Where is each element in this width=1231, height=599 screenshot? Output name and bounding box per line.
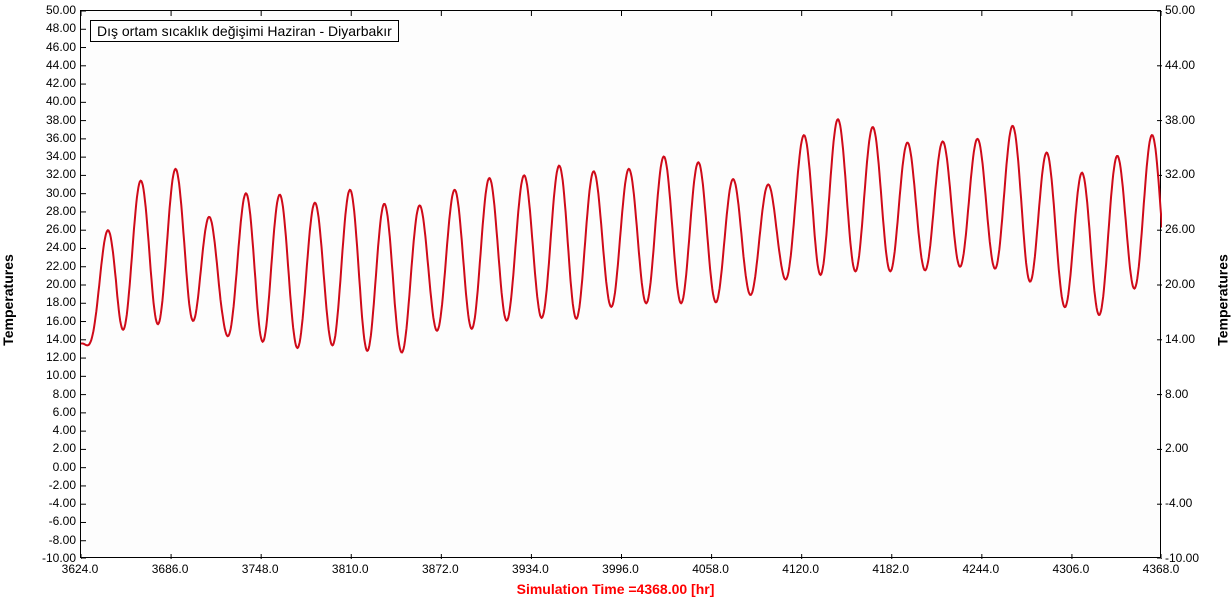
y-tick-label-left: 44.00 xyxy=(46,58,76,72)
y-axis-label-right: Temperatures xyxy=(1215,254,1231,346)
chart-title-box: Dış ortam sıcaklık değişimi Haziran - Di… xyxy=(90,20,399,42)
y-tick-label-left: 28.00 xyxy=(46,204,76,218)
x-tick-label: 4244.0 xyxy=(962,562,999,576)
y-tick-label-left: 2.00 xyxy=(53,441,76,455)
y-tick-label-right: 8.00 xyxy=(1165,387,1188,401)
y-tick-label-left: 18.00 xyxy=(46,295,76,309)
plot-svg xyxy=(81,11,1162,559)
y-tick-label-left: 42.00 xyxy=(46,76,76,90)
x-tick-label: 4368.0 xyxy=(1143,562,1180,576)
y-tick-label-left: 26.00 xyxy=(46,222,76,236)
y-tick-label-right: 26.00 xyxy=(1165,222,1195,236)
y-tick-label-left: -2.00 xyxy=(49,478,76,492)
y-tick-label-left: 22.00 xyxy=(46,259,76,273)
y-tick-label-right: 44.00 xyxy=(1165,58,1195,72)
temperature-chart: Temperatures Temperatures Simulation Tim… xyxy=(0,0,1231,599)
y-tick-label-left: 6.00 xyxy=(53,405,76,419)
y-tick-label-left: 46.00 xyxy=(46,40,76,54)
y-tick-label-left: -8.00 xyxy=(49,533,76,547)
y-tick-label-left: 50.00 xyxy=(46,3,76,17)
x-tick-label: 4058.0 xyxy=(692,562,729,576)
x-tick-label: 3624.0 xyxy=(62,562,99,576)
y-tick-label-left: 38.00 xyxy=(46,113,76,127)
y-tick-label-left: 12.00 xyxy=(46,350,76,364)
y-tick-label-right: 14.00 xyxy=(1165,332,1195,346)
y-tick-label-left: 20.00 xyxy=(46,277,76,291)
y-tick-label-left: 14.00 xyxy=(46,332,76,346)
x-tick-label: 3996.0 xyxy=(602,562,639,576)
y-tick-label-left: -4.00 xyxy=(49,496,76,510)
x-tick-label: 4182.0 xyxy=(872,562,909,576)
temperature-series xyxy=(81,119,1162,352)
y-tick-label-right: 32.00 xyxy=(1165,167,1195,181)
plot-area xyxy=(80,10,1161,558)
y-tick-label-right: 50.00 xyxy=(1165,3,1195,17)
y-tick-label-left: 34.00 xyxy=(46,149,76,163)
y-tick-label-left: 16.00 xyxy=(46,314,76,328)
x-tick-label: 3686.0 xyxy=(152,562,189,576)
x-tick-label: 4120.0 xyxy=(782,562,819,576)
x-axis-label: Simulation Time =4368.00 [hr] xyxy=(517,581,715,597)
y-tick-label-left: 0.00 xyxy=(53,460,76,474)
y-tick-label-right: 38.00 xyxy=(1165,113,1195,127)
y-tick-label-left: 40.00 xyxy=(46,94,76,108)
y-tick-label-left: 48.00 xyxy=(46,21,76,35)
y-tick-label-right: -4.00 xyxy=(1165,496,1192,510)
y-tick-label-left: 4.00 xyxy=(53,423,76,437)
y-tick-label-right: 2.00 xyxy=(1165,441,1188,455)
y-tick-label-left: -6.00 xyxy=(49,514,76,528)
x-tick-label: 3872.0 xyxy=(422,562,459,576)
x-tick-label: 3748.0 xyxy=(242,562,279,576)
x-tick-label: 3934.0 xyxy=(512,562,549,576)
x-tick-label: 3810.0 xyxy=(332,562,369,576)
y-tick-label-left: 30.00 xyxy=(46,186,76,200)
y-axis-label-left: Temperatures xyxy=(0,254,16,346)
x-tick-label: 4306.0 xyxy=(1053,562,1090,576)
y-tick-label-left: 8.00 xyxy=(53,387,76,401)
chart-title: Dış ortam sıcaklık değişimi Haziran - Di… xyxy=(97,23,392,39)
y-tick-label-left: 24.00 xyxy=(46,240,76,254)
y-tick-label-left: 36.00 xyxy=(46,131,76,145)
y-tick-label-right: 20.00 xyxy=(1165,277,1195,291)
y-tick-label-left: 32.00 xyxy=(46,167,76,181)
y-tick-label-left: 10.00 xyxy=(46,368,76,382)
